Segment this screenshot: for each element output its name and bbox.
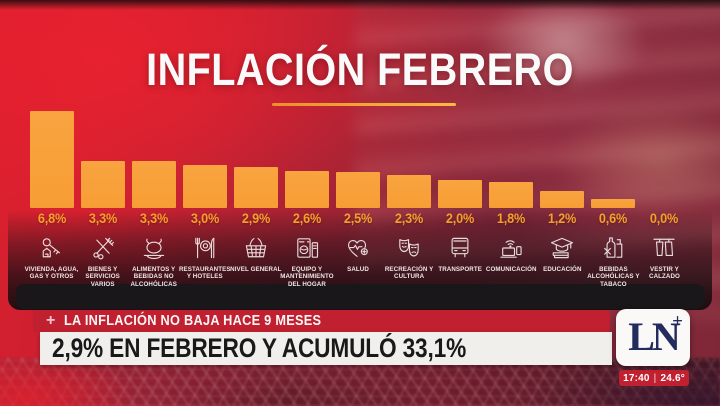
lower-third-shadow-bar: [16, 284, 704, 309]
category-label: VIVIENDA, AGUA, GAS Y OTROS: [24, 266, 79, 281]
bar: [387, 175, 432, 208]
time-temperature-badge: 17:40 | 24.6°: [619, 370, 689, 386]
bar: [284, 170, 329, 208]
bar: [540, 190, 585, 208]
key-house-icon: [38, 233, 66, 263]
chart-column: 6,8% VIVIENDA, AGUA, GAS Y OTROS: [24, 111, 79, 281]
temperature: 24.6°: [660, 372, 685, 384]
title-area: INFLACIÓN FEBRERO: [0, 44, 720, 96]
category-label: BEBIDAS ALCOHÓLICAS Y TABACO: [587, 266, 640, 288]
ticker-kicker-text: LA INFLACIÓN NO BAJA HACE 9 MESES: [64, 313, 322, 329]
bar: [233, 166, 278, 208]
theater-masks-icon: [395, 233, 423, 263]
title-underline: [272, 103, 456, 106]
chart-column: 0,0% VESTIR Y CALZADO: [639, 111, 690, 281]
chart-column: 3,3% ALIMENTOS Y BEBIDAS NO ALCOHÓLICAS: [128, 111, 179, 288]
page-title: INFLACIÓN FEBRERO: [146, 44, 574, 95]
roast-chicken-icon: [140, 233, 168, 263]
plus-icon: +: [46, 312, 56, 329]
value-label: 0,6%: [599, 211, 628, 226]
category-label: COMUNICACIÓN: [485, 266, 537, 273]
chart-column: 2,5% SALUD: [332, 111, 383, 273]
category-label: VESTIR Y CALZADO: [649, 266, 680, 281]
bar: [80, 160, 125, 208]
value-label: 6,8%: [37, 211, 66, 226]
category-label: ALIMENTOS Y BEBIDAS NO ALCOHÓLICAS: [130, 266, 177, 288]
washing-machine-icon: [293, 233, 321, 263]
value-label: 3,3%: [88, 211, 117, 226]
chart-column: 1,2% EDUCACIÓN: [537, 111, 588, 273]
bar: [29, 111, 74, 208]
category-label: RECREACIÓN Y CULTURA: [384, 266, 434, 281]
category-label: EDUCACIÓN: [543, 266, 582, 273]
category-label: SALUD: [347, 266, 369, 273]
shopping-cart-blur: [0, 358, 720, 406]
chart-column: 0,6% BEBIDAS ALCOHÓLICAS Y TABACO: [587, 111, 640, 288]
value-label: 2,5%: [343, 211, 373, 226]
chart-column: 3,0% RESTAURANTES Y HOTELES: [179, 111, 230, 281]
ticker-headline-text: 2,9% EN FEBRERO Y ACUMULÓ 33,1%: [52, 333, 467, 363]
clothes-rack-icon: [650, 233, 678, 263]
bar: [591, 199, 636, 208]
heart-pulse-icon: [344, 233, 372, 263]
bar: [438, 179, 483, 208]
value-label: 0,0%: [650, 211, 679, 226]
value-label: 2,9%: [241, 211, 270, 226]
chart-column: 2,3% RECREACIÓN Y CULTURA: [384, 111, 435, 281]
chart-column: 2,9% NIVEL GENERAL: [230, 111, 281, 273]
separator: |: [653, 372, 657, 384]
laptop-wifi-icon: [497, 233, 525, 263]
ln-logo-letters: LN: [628, 313, 681, 359]
graduation-cap-icon: [548, 233, 576, 263]
ticker-kicker-strip: + LA INFLACIÓN NO BAJA HACE 9 MESES: [33, 310, 610, 332]
scissors-comb-icon: [89, 233, 117, 263]
chart-column: 3,3% BIENES Y SERVICIOS VARIOS: [77, 111, 128, 288]
ln-plus-logo: LN +: [616, 309, 690, 366]
chart-column: 2,6% EQUIPO Y MANTENIMIENTO DEL HOGAR: [280, 111, 334, 288]
ticker-headline-strip: 2,9% EN FEBRERO Y ACUMULÓ 33,1%: [40, 332, 612, 365]
value-label: 2,3%: [394, 211, 424, 226]
value-label: 2,0%: [446, 211, 475, 226]
category-label: RESTAURANTES Y HOTELES: [178, 266, 231, 281]
category-label: NIVEL GENERAL: [230, 266, 282, 273]
value-label: 3,3%: [139, 211, 168, 226]
chart-column: 1,8% COMUNICACIÓN: [486, 111, 537, 273]
chart-column: 2,0% TRANSPORTE: [435, 111, 486, 273]
bus-icon: [446, 233, 474, 263]
inflation-bar-chart: 6,8% VIVIENDA, AGUA, GAS Y OTROS 3,3% BIENE…: [24, 111, 690, 296]
top-shade: [0, 0, 720, 10]
bar: [131, 160, 176, 208]
bottles-tobacco-icon: [599, 233, 627, 263]
cutlery-plate-icon: [191, 233, 219, 263]
bar: [489, 182, 534, 208]
category-label: EQUIPO Y MANTENIMIENTO DEL HOGAR: [280, 266, 334, 288]
category-label: BIENES Y SERVICIOS VARIOS: [85, 266, 120, 288]
value-label: 1,8%: [497, 211, 526, 226]
category-label: TRANSPORTE: [438, 266, 482, 273]
value-label: 2,6%: [292, 211, 322, 226]
bar: [182, 165, 227, 208]
value-label: 1,2%: [548, 211, 577, 226]
value-label: 3,0%: [190, 211, 219, 226]
shopping-basket-icon: [242, 233, 270, 263]
bar: [336, 172, 380, 208]
clock-time: 17:40: [623, 372, 650, 384]
ln-logo-plus-icon: +: [672, 311, 683, 332]
